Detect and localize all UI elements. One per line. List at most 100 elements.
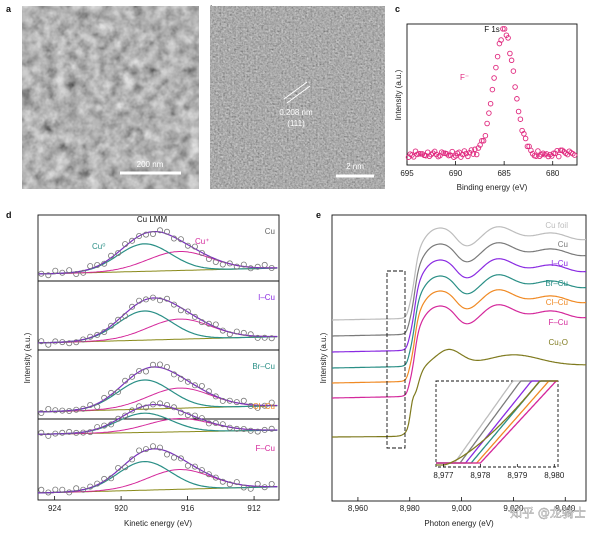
e-tick-label: 8,960 [348,504,369,513]
d-data-point [198,467,205,474]
e-series-label: Br–Cu [545,279,568,288]
d-data-point [205,320,212,327]
c-data-point [417,151,424,157]
d-data-point [45,489,52,496]
c-data-point [484,120,490,127]
d-cu0-label: Cu⁰ [92,242,105,251]
c-data-point [521,131,527,137]
d-data-point [87,401,94,408]
d-cu0-curve [37,243,278,275]
d-data-point [184,412,191,419]
c-frame [406,23,578,166]
d-data-point [247,427,254,434]
d-data-point [184,242,191,249]
d-data-point [184,308,191,315]
d-data-point [108,252,115,259]
panel-a-label: a [6,4,12,14]
d-data-point [247,265,254,272]
d-data-point [268,480,275,487]
d-series-label: Cu [265,227,275,236]
d-data-point [226,260,233,267]
d-data-point [38,409,45,416]
d-series-label: Cl–Cu [253,402,275,411]
d-data-point [38,429,45,436]
c-data-point [452,153,459,159]
d-data-point [177,375,184,382]
d-data-point [240,261,247,268]
c-data-point [498,37,504,43]
d-data-point [52,407,59,414]
d-data-point [142,446,149,453]
d-data-point [149,361,156,368]
d-series-label: F–Cu [255,444,275,453]
e-series-curve [332,274,587,369]
c-data-point [554,147,560,154]
c-data-point [557,147,564,154]
d-data-point [198,382,205,389]
d-data-point [94,480,101,487]
d-frames [37,214,280,501]
panel-c-label: c [395,4,400,14]
d-data-point [191,313,198,320]
d-data-point [115,464,122,471]
d-data-point [191,243,198,250]
d-tick-label: 916 [181,504,195,513]
c-data-point [522,135,529,142]
c-data-point [472,146,478,153]
d-data-point [59,407,66,414]
d-data-point [240,484,247,491]
d-series-label: I–Cu [258,293,275,302]
c-data-point [561,149,567,155]
c-data-point [466,149,473,156]
d-data-point [94,403,101,410]
d-data-point [101,475,108,482]
d-data-point [156,297,163,304]
c-data-point [486,110,492,116]
d-data-point [80,336,87,343]
c-data-point [491,75,497,81]
d-data-point [45,341,52,348]
d-data-point [163,401,170,408]
c-tick-label: 690 [449,169,463,178]
e-y-axis-label: Intensity (a.u.) [319,332,328,383]
c-data-point [508,57,515,64]
d-data-point [122,464,129,471]
d-data-point [66,407,73,414]
d-data-point [108,322,115,329]
c-data-point [501,26,508,32]
d-data-point [198,415,205,422]
d-data-point [87,263,94,270]
c-data-point [549,153,555,159]
d-data-point [115,388,122,395]
d-data-point [177,409,184,416]
c-data-point [507,50,513,57]
c-data-point [505,35,511,41]
d-data-point [122,377,129,384]
d-data-point [73,270,80,277]
c-data-point [510,68,517,74]
c-data-point [571,152,578,158]
d-data-point [233,399,240,406]
d-title: Cu LMM [137,215,168,224]
d-data-point [163,451,170,458]
c-data-point [428,151,434,158]
c-data-points [405,26,578,160]
d-cu0-curve [38,379,278,413]
d-data-point [136,403,143,410]
d-data-point [233,479,240,486]
c-y-axis-label: Intensity (a.u.) [394,69,403,120]
c-data-point [470,151,476,157]
c-data-point [463,150,469,157]
d-frame [37,214,280,501]
d-data-point [52,338,59,345]
d-data-point [129,407,136,414]
d-data-point [142,368,149,375]
d-data-point [226,481,233,488]
d-data-point [80,405,87,412]
c-data-point [494,53,501,60]
e-series-curve [332,226,587,321]
c-data-point [480,138,487,144]
c-data-point [547,151,553,158]
d-data-point [233,263,240,270]
c-data-point [500,26,506,32]
